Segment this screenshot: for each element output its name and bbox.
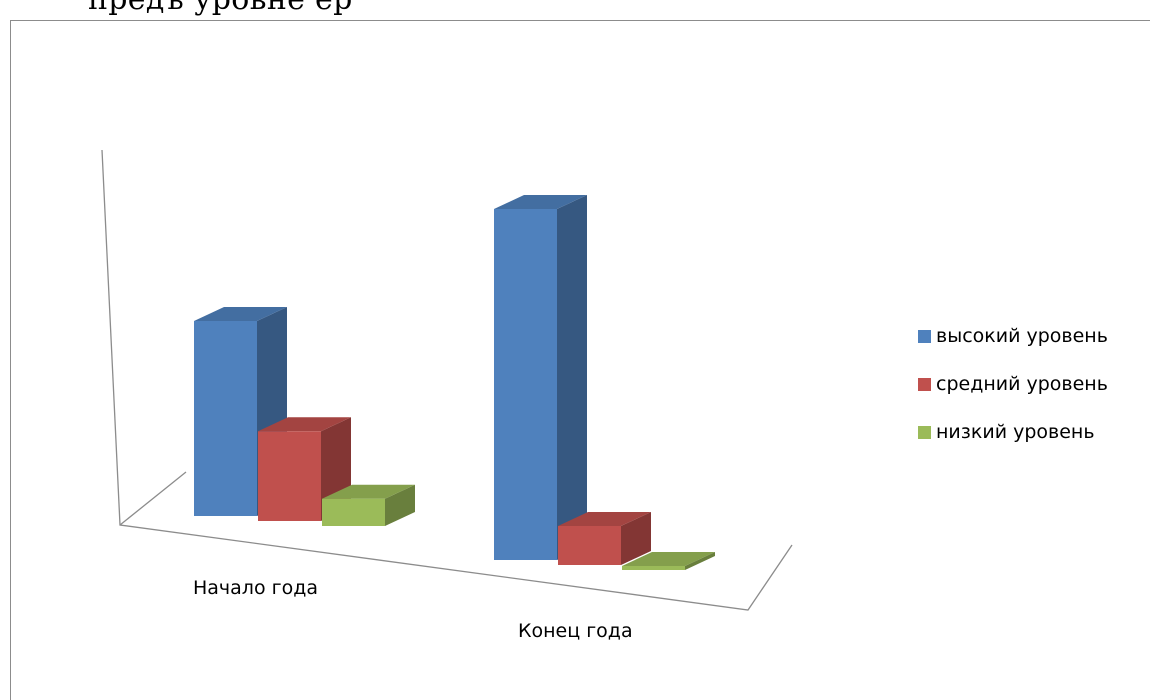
- bar-side-1-0: [557, 195, 587, 560]
- bar-top-1-2: [622, 552, 715, 566]
- bar-top-0-1: [258, 417, 351, 432]
- bar-side-1-2: [685, 552, 715, 570]
- bar-side-1-1: [621, 512, 651, 565]
- legend-swatch-medium: [918, 377, 931, 391]
- category-labels: Начало года Конец года: [193, 577, 633, 642]
- legend-swatch-low: [918, 425, 931, 439]
- chart-plot: Начало года Конец года: [101, 149, 793, 642]
- legend-label-high: высокий уровень: [936, 325, 1108, 347]
- cropped-heading-text: предъ уровне ер: [88, 0, 353, 17]
- bar-0-1: [258, 431, 321, 521]
- bar-top-1-1: [558, 512, 651, 526]
- cropped-top-text: предъ уровне ер: [0, 0, 1150, 20]
- legend-item-low: низкий уровень: [918, 421, 1108, 443]
- category-label-0: Начало года: [193, 577, 318, 599]
- bar-top-1-0: [494, 195, 587, 209]
- bar-0-2: [322, 498, 385, 526]
- bar-1-2: [622, 566, 685, 570]
- bar-1-1: [558, 526, 621, 565]
- chart-floor-outline: [101, 149, 793, 611]
- legend-swatch-high: [918, 329, 931, 343]
- chart-floor-edge: [119, 471, 187, 526]
- chart-bars: [194, 195, 715, 570]
- legend: высокий уровень средний уровень низкий у…: [918, 325, 1108, 469]
- bar-top-0-2: [322, 484, 415, 499]
- legend-label-medium: средний уровень: [936, 373, 1108, 395]
- legend-item-medium: средний уровень: [918, 373, 1108, 395]
- bar-top-0-0: [194, 307, 287, 321]
- bar-1-0: [494, 209, 557, 560]
- legend-label-low: низкий уровень: [936, 421, 1095, 443]
- bar-side-0-2: [385, 484, 415, 526]
- chart-frame: [10, 20, 1150, 700]
- chart-walls: [101, 149, 793, 611]
- category-label-1: Конец года: [518, 620, 633, 642]
- bar-0-0: [194, 321, 257, 516]
- legend-item-high: высокий уровень: [918, 325, 1108, 347]
